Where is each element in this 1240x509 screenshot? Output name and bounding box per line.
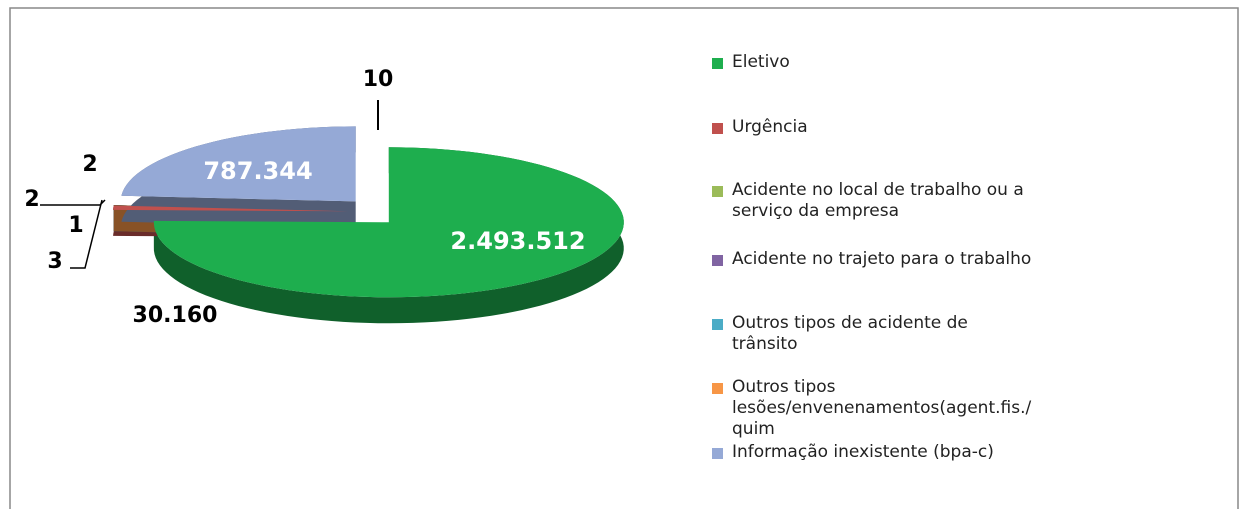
legend-label: Outros tipos de acidente de trânsito — [732, 313, 968, 354]
data-label: 2.493.512 — [450, 227, 585, 255]
legend-item: Acidente no local de trabalho ou a servi… — [712, 180, 1032, 222]
legend-swatch — [712, 186, 723, 197]
legend-item: Eletivo — [712, 52, 1032, 73]
legend-swatch — [712, 319, 723, 330]
legend-item: Informação inexistente (bpa-c) — [712, 442, 1032, 463]
legend-swatch — [712, 383, 723, 394]
slice — [113, 205, 349, 212]
leader-line — [40, 199, 106, 206]
legend-item: Outros tipos de acidente de trânsito — [712, 313, 1032, 355]
chart-frame — [9, 7, 1239, 509]
legend-label: Acidente no trajeto para o trabalho — [732, 249, 1032, 269]
legend-item: Acidente no trajeto para o trabalho — [712, 249, 1032, 270]
legend-label: Eletivo — [732, 52, 790, 72]
data-label: 3 — [47, 249, 62, 274]
data-label: 2 — [24, 187, 39, 212]
legend-item: Urgência — [712, 117, 1032, 138]
legend-label: Informação inexistente (bpa-c) — [732, 442, 994, 462]
data-label: 1 — [68, 213, 83, 238]
legend-item: Outros tipos lesões/envenenamentos(agent… — [712, 377, 1032, 440]
slice — [121, 126, 356, 202]
legend-label: Acidente no local de trabalho ou a servi… — [732, 180, 1024, 221]
slice — [113, 205, 349, 211]
slice — [113, 205, 349, 211]
slice — [153, 147, 624, 298]
legend-label: Urgência — [732, 117, 808, 137]
data-label: 10 — [363, 67, 394, 92]
legend-swatch — [712, 255, 723, 266]
legend-swatch — [712, 58, 723, 69]
legend-swatch — [712, 448, 723, 459]
leader-line — [70, 199, 103, 269]
legend-label: Outros tipos lesões/envenenamentos(agent… — [732, 377, 1032, 439]
slice — [113, 205, 349, 211]
slice — [113, 205, 349, 211]
annotation: 2 — [82, 152, 97, 177]
data-label: 30.160 — [133, 303, 218, 328]
data-label: 787.344 — [203, 157, 312, 185]
legend-swatch — [712, 123, 723, 134]
